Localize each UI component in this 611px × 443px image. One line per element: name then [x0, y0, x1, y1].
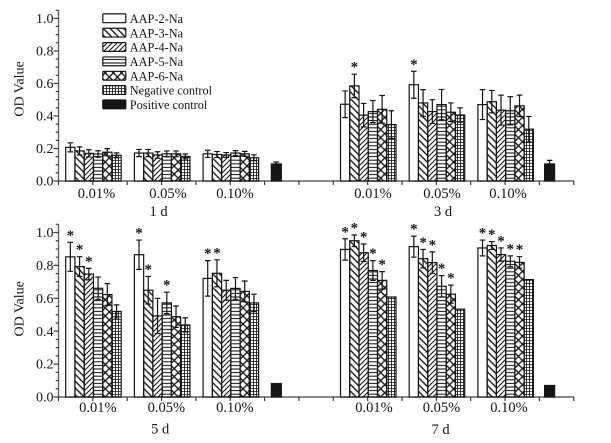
svg-text:0.01%: 0.01%: [355, 400, 392, 416]
svg-text:0.10%: 0.10%: [490, 400, 527, 416]
svg-text:*: *: [419, 235, 427, 251]
svg-text:*: *: [85, 254, 93, 270]
svg-text:AAP-3-Na: AAP-3-Na: [130, 26, 184, 40]
svg-text:*: *: [76, 242, 84, 258]
svg-text:*: *: [516, 242, 524, 258]
svg-text:3 d: 3 d: [434, 204, 453, 220]
svg-text:0.2: 0.2: [36, 142, 54, 157]
svg-text:0.01%: 0.01%: [79, 400, 116, 416]
svg-text:*: *: [488, 227, 496, 243]
svg-text:0.4: 0.4: [36, 110, 54, 125]
svg-text:0.10%: 0.10%: [216, 186, 253, 202]
svg-text:*: *: [369, 246, 377, 262]
svg-text:0.05%: 0.05%: [423, 400, 460, 416]
svg-text:AAP-6-Na: AAP-6-Na: [130, 69, 184, 83]
svg-text:*: *: [351, 60, 359, 76]
svg-text:0.6: 0.6: [36, 77, 54, 92]
svg-text:5 d: 5 d: [151, 422, 170, 438]
svg-text:*: *: [163, 278, 171, 294]
svg-text:*: *: [447, 271, 455, 287]
svg-text:*: *: [67, 228, 75, 244]
svg-text:Negative control: Negative control: [130, 84, 213, 98]
svg-text:0.10%: 0.10%: [489, 186, 526, 202]
svg-text:AAP-2-Na: AAP-2-Na: [130, 12, 184, 26]
svg-text:*: *: [213, 245, 221, 261]
svg-text:1.0: 1.0: [36, 226, 54, 241]
svg-text:*: *: [360, 230, 368, 246]
svg-text:*: *: [438, 261, 446, 277]
svg-text:OD Value: OD Value: [13, 61, 28, 116]
svg-text:0.0: 0.0: [36, 175, 54, 190]
svg-text:0.8: 0.8: [36, 259, 54, 274]
svg-text:0.01%: 0.01%: [354, 186, 391, 202]
svg-text:0.4: 0.4: [36, 325, 54, 340]
svg-text:1.0: 1.0: [36, 12, 54, 27]
svg-text:OD Value: OD Value: [13, 281, 28, 336]
svg-text:*: *: [479, 226, 487, 242]
svg-text:0.05%: 0.05%: [148, 400, 185, 416]
svg-text:1 d: 1 d: [149, 204, 168, 220]
svg-text:0.05%: 0.05%: [149, 186, 186, 202]
svg-text:0.0: 0.0: [36, 391, 54, 406]
svg-text:0.8: 0.8: [36, 45, 54, 60]
svg-text:0.01%: 0.01%: [78, 186, 115, 202]
svg-text:*: *: [351, 220, 359, 236]
svg-text:0.6: 0.6: [36, 292, 54, 307]
svg-text:0.10%: 0.10%: [216, 400, 253, 416]
svg-text:*: *: [410, 222, 418, 238]
svg-text:*: *: [135, 226, 143, 242]
svg-text:0.2: 0.2: [36, 358, 54, 373]
svg-text:*: *: [341, 224, 349, 240]
svg-text:AAP-5-Na: AAP-5-Na: [130, 55, 184, 69]
svg-text:0.05%: 0.05%: [423, 186, 460, 202]
svg-text:*: *: [204, 246, 212, 262]
svg-text:*: *: [145, 262, 153, 278]
svg-text:*: *: [410, 57, 418, 73]
svg-text:7 d: 7 d: [431, 422, 450, 438]
svg-text:AAP-4-Na: AAP-4-Na: [130, 41, 184, 55]
svg-text:*: *: [507, 241, 515, 257]
svg-text:*: *: [497, 233, 505, 249]
svg-text:*: *: [429, 237, 437, 253]
svg-text:*: *: [378, 257, 386, 273]
svg-text:Positive control: Positive control: [130, 98, 208, 112]
